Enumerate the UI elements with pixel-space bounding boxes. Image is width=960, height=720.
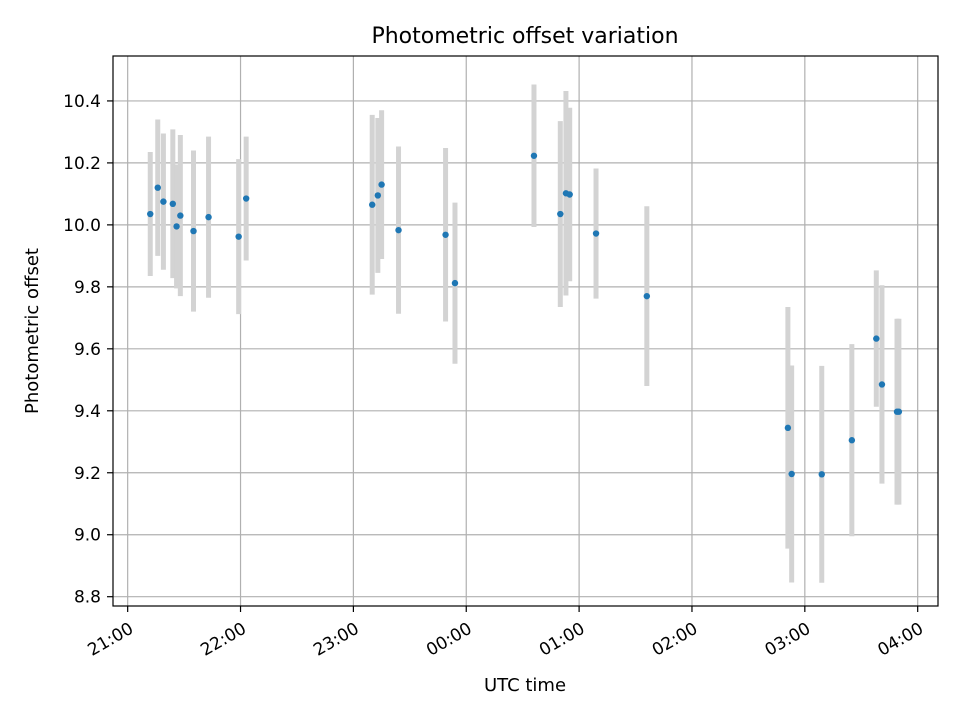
data-point xyxy=(878,381,886,388)
data-point xyxy=(784,424,792,432)
data-point xyxy=(557,210,564,218)
data-point xyxy=(442,231,449,238)
data-point xyxy=(566,191,573,198)
data-point xyxy=(173,223,180,230)
plot-frame xyxy=(112,55,939,607)
data-point xyxy=(395,226,402,234)
x-axis-label: UTC time xyxy=(484,675,566,696)
data-point xyxy=(643,292,651,300)
data-point xyxy=(160,198,167,205)
y-axis-ticks: 8.8 9.0 9.2 9.4 9.6 9.8 10.0 10.2 10.4 xyxy=(63,92,113,608)
data-point xyxy=(374,192,382,199)
data-points xyxy=(147,152,903,478)
y-tick-label: 9.8 xyxy=(74,278,101,298)
data-point xyxy=(235,233,242,240)
data-point xyxy=(848,437,856,444)
data-point xyxy=(451,279,459,287)
y-tick-label: 9.2 xyxy=(74,464,101,484)
data-point xyxy=(530,152,538,159)
data-point xyxy=(147,210,154,218)
data-point xyxy=(818,471,825,478)
y-tick-label: 9.0 xyxy=(74,526,101,546)
y-axis-label: Photometric offset xyxy=(22,248,43,414)
data-point xyxy=(169,200,177,208)
data-point xyxy=(788,470,795,478)
y-tick-label: 8.8 xyxy=(74,588,101,608)
y-tick-label: 9.6 xyxy=(74,340,101,360)
data-point xyxy=(895,408,903,415)
data-point xyxy=(242,195,250,202)
data-point xyxy=(177,212,184,219)
data-point xyxy=(873,335,880,342)
y-tick-label: 10.0 xyxy=(63,216,101,236)
y-tick-label: 10.4 xyxy=(63,92,101,112)
data-point xyxy=(368,201,376,208)
y-tick-label: 9.4 xyxy=(74,402,101,422)
data-point xyxy=(592,230,600,237)
y-tick-label: 10.2 xyxy=(63,154,101,174)
data-point xyxy=(190,227,197,235)
chart-title: Photometric offset variation xyxy=(371,24,678,49)
data-point xyxy=(154,184,161,191)
grid xyxy=(113,56,938,606)
data-point xyxy=(378,181,385,188)
data-point xyxy=(205,213,212,221)
